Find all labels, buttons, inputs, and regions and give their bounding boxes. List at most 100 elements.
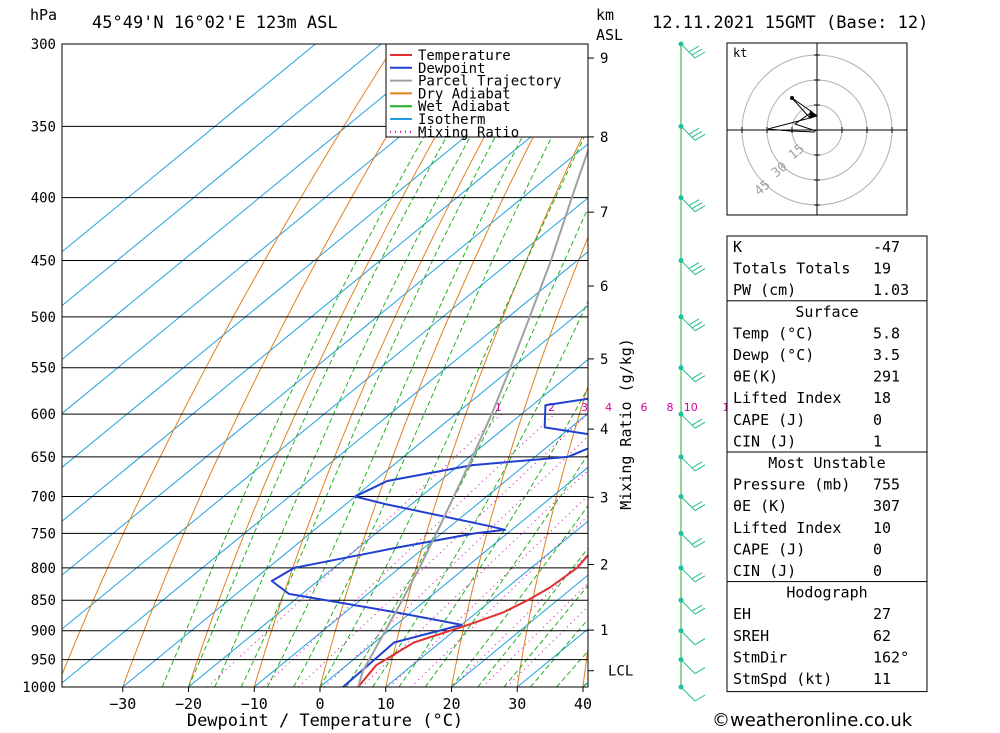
location-label: 45°49'N 16°02'E 123m ASL: [92, 13, 338, 33]
index-label: Lifted Index: [733, 519, 841, 537]
isotherm-line: [253, 412, 588, 687]
wind-barb-feather: [694, 667, 706, 675]
isotherm-line: [62, 44, 579, 468]
wind-barb-feather: [688, 45, 700, 53]
index-value: 0: [873, 562, 882, 580]
pressure-tick-label: 550: [31, 361, 56, 377]
height-unit-sub-label: ASL: [596, 26, 623, 44]
wind-barb: [678, 530, 706, 548]
isotherm-line: [451, 574, 588, 687]
pressure-tick-label: 400: [31, 191, 56, 207]
index-value: 19: [873, 260, 891, 278]
index-value: 27: [873, 605, 891, 623]
wind-barb-feather: [694, 464, 706, 472]
temperature-tick-label: 10: [377, 695, 395, 713]
hodograph-point: [790, 96, 794, 100]
wind-barb-feather: [688, 262, 700, 269]
wind-barb-feather: [694, 324, 706, 332]
index-label: Dewp (°C): [733, 346, 814, 364]
index-value: 291: [873, 368, 900, 386]
height-tick-label: 9: [600, 51, 608, 67]
pressure-tick-label: 800: [31, 561, 56, 577]
sounding-series: [270, 147, 588, 687]
height-tick-label: 7: [600, 205, 608, 221]
index-label: Temp (°C): [733, 324, 814, 342]
index-value: 0: [873, 411, 882, 429]
wind-barb-feather: [691, 372, 703, 380]
height-tick-label: 3: [600, 490, 608, 506]
index-label: PW (cm): [733, 281, 796, 299]
index-value: 755: [873, 476, 900, 494]
height-tick-label: 2: [600, 557, 608, 573]
isotherm-line: [188, 358, 588, 687]
index-label: EH: [733, 605, 751, 623]
wind-barb-shaft: [680, 496, 696, 511]
isotherm-line: [62, 251, 588, 684]
temperature-tick-label: −20: [175, 695, 202, 713]
height-tick-label: 1: [600, 623, 608, 639]
index-value: 18: [873, 389, 891, 407]
index-value: 11: [873, 670, 891, 688]
wet-adiabat-line: [345, 207, 588, 687]
index-label: CIN (J): [733, 432, 796, 450]
wind-barb-feather: [691, 418, 703, 426]
mixing-ratio-label: 10: [684, 401, 698, 414]
isotherm-line: [62, 197, 588, 630]
wind-barb-feather: [694, 638, 706, 646]
legend-item-label: Dry Adiabat: [418, 86, 511, 102]
isotherm-line: [62, 44, 514, 415]
wind-barb-feather: [694, 51, 706, 59]
surface-indices-box: [726, 300, 928, 455]
wind-barb-feather: [691, 572, 703, 580]
wind-barb: [678, 365, 706, 383]
temperature-tick-label: 0: [315, 695, 324, 713]
legend-item-label: Mixing Ratio: [418, 125, 519, 141]
isotherm-line: [62, 44, 382, 307]
surface-indices: Surface Temp (°C) 5.8 Dewp (°C) 3.5 θE(K) 291 L…: [726, 300, 928, 455]
wet-adiabat-line: [293, 65, 588, 687]
pressure-unit-label: hPa: [30, 6, 57, 24]
wind-barb: [678, 123, 706, 141]
mixing-ratio-label: 6: [641, 401, 648, 414]
wind-barb-feather: [694, 575, 706, 583]
wind-barb: [678, 657, 706, 675]
wind-barb-shaft: [680, 125, 696, 141]
index-label: K: [733, 238, 742, 256]
mixing-ratio-line: [298, 413, 588, 687]
pressure-tick-label: 900: [31, 624, 56, 640]
credit-text: ©weatheronline.co.uk: [712, 710, 913, 731]
wind-barb: [678, 454, 706, 472]
wind-barb-feather: [691, 501, 703, 508]
storm-motion-arrow: [809, 110, 818, 119]
most-unstable-indices-title: Most Unstable: [768, 454, 885, 472]
temperature-tick-label: 20: [442, 695, 460, 713]
wind-barb: [678, 684, 706, 702]
index-label: Pressure (mb): [733, 476, 850, 494]
wind-barb-shaft: [680, 197, 696, 212]
legend-item-label: Dewpoint: [418, 61, 485, 77]
wind-barb-feather: [688, 127, 700, 135]
wind-barb-feather: [691, 321, 703, 329]
x-axis-label: Dewpoint / Temperature (°C): [187, 711, 463, 731]
legend-item-label: Temperature: [418, 48, 511, 64]
surface-indices-title: Surface: [795, 303, 858, 321]
wind-barb: [678, 314, 706, 332]
mixing-ratio-label: 4: [605, 401, 612, 414]
index-value: 10: [873, 519, 891, 537]
wind-barb-feather: [694, 607, 706, 615]
series-parcel-trajectory: [357, 147, 588, 687]
mixing-ratio-line: [451, 553, 588, 687]
height-tick-label: 4: [600, 422, 608, 438]
dry-adiabat-line: [62, 44, 396, 676]
index-value: 307: [873, 497, 900, 515]
temperature-tick-label: 30: [508, 695, 526, 713]
pressure-tick-label: 1000: [22, 680, 56, 696]
wind-barb-feather: [691, 130, 703, 138]
height-tick-label: 6: [600, 279, 608, 295]
legend-item-label: Isotherm: [418, 112, 485, 128]
wind-barb-shaft: [680, 43, 696, 59]
pressure-tick-label: 300: [31, 37, 56, 53]
wind-barb-shaft: [680, 260, 696, 275]
temperature-tick-label: −10: [241, 695, 268, 713]
wind-barb-shaft: [680, 630, 696, 646]
